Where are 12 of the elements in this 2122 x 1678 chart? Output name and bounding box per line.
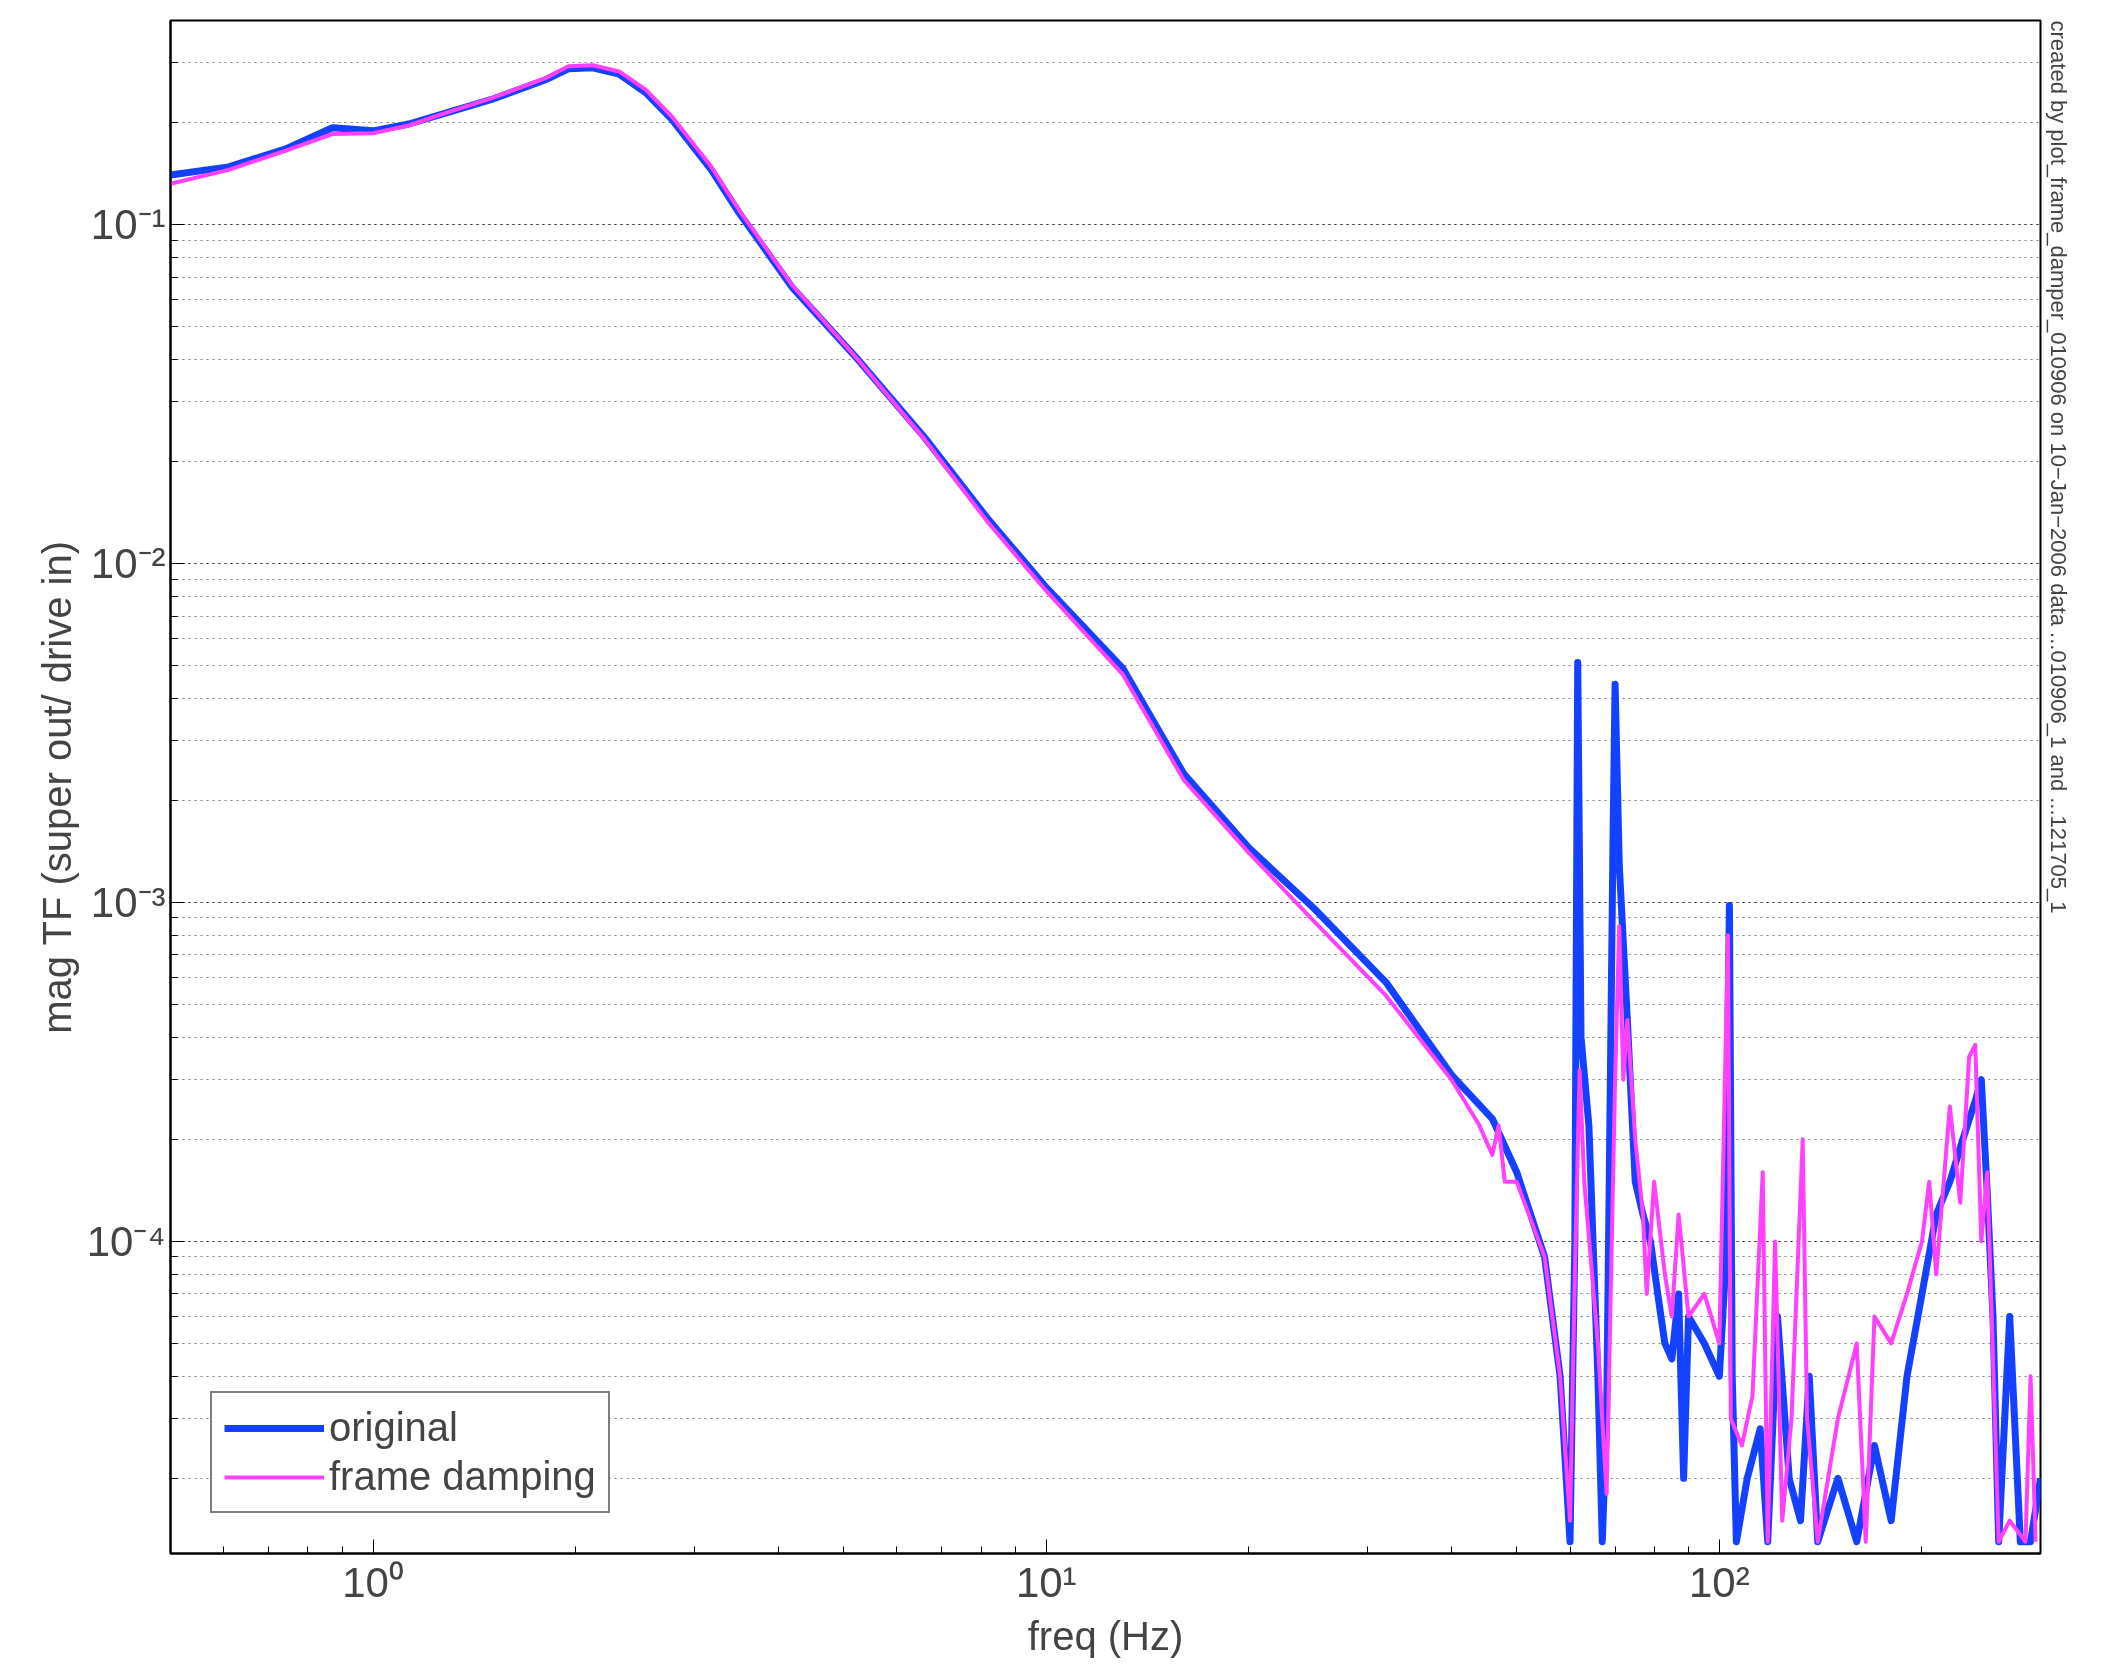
text: created by plot_frame_damper_010906 on 10−Jan−2006 data ...010906_1 and ...121705_1: [2045, 20, 2071, 914]
y-tick-label: 10⁻¹: [90, 201, 166, 249]
x-tick-label: 10⁰: [342, 1558, 404, 1606]
x-axis-title: freq (Hz): [1027, 1613, 1184, 1658]
y-axis-title: mag TF (super out/ drive in): [34, 540, 79, 1034]
x-tick-label: 10¹: [1015, 1558, 1077, 1606]
y-tick-label: 10⁻⁴: [86, 1217, 166, 1265]
y-tick-label: 10⁻²: [90, 540, 166, 588]
legend-label: original: [329, 1405, 458, 1450]
y-tick-label: 10⁻³: [90, 878, 166, 926]
x-tick-label: 10²: [1688, 1558, 1750, 1606]
legend-label: frame damping: [329, 1454, 596, 1499]
